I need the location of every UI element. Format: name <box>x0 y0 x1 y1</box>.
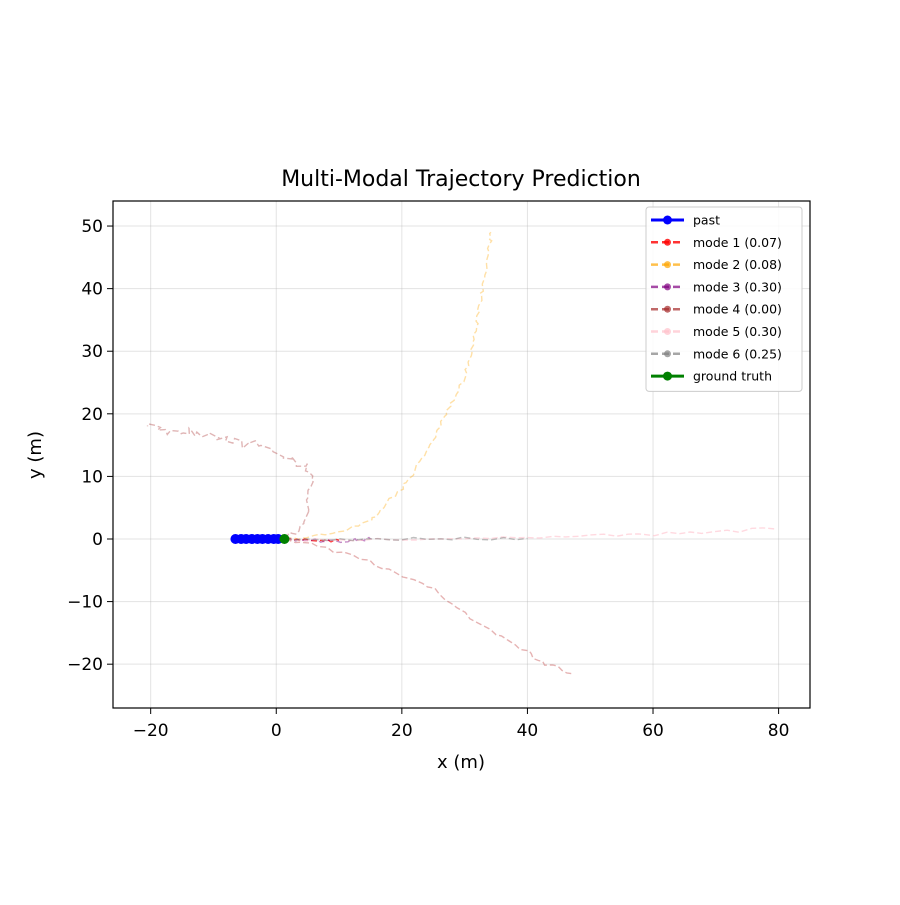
legend-4-label: mode 3 (0.30) <box>693 279 782 294</box>
legend-box <box>645 206 803 392</box>
axes-frame <box>112 200 811 709</box>
legend: past mode 1 (0.07) mode 2 (0.08) mode 3 (0.… <box>645 206 803 392</box>
axes: −20 0 20 40 60 80 −20 −10 0 10 20 30 40 50 <box>67 200 811 741</box>
legend-7-marker <box>664 350 671 358</box>
extra-track-1-line <box>285 538 572 675</box>
x-tick-label: 0 <box>271 721 282 741</box>
legend-1-marker <box>663 215 672 225</box>
legend-5-label: mode 4 (0.00) <box>693 302 782 317</box>
x-axis-label: x (m) <box>437 752 485 773</box>
legend-3-marker <box>664 261 671 269</box>
legend-8-marker <box>663 371 672 381</box>
y-tick-label: 10 <box>81 467 103 487</box>
y-tick-label: 50 <box>81 217 103 237</box>
series-ground-point <box>279 534 290 544</box>
chart-title: Multi-Modal Trajectory Prediction <box>281 167 641 192</box>
x-tick-label: −20 <box>133 721 169 741</box>
legend-3-label: mode 2 (0.08) <box>693 257 782 272</box>
x-tick-label: 60 <box>642 721 664 741</box>
x-tick-label: 20 <box>391 721 413 741</box>
legend-8-label: ground truth <box>693 369 772 384</box>
series-mode-2-line <box>285 231 493 541</box>
legend-6-label: mode 5 (0.30) <box>693 324 782 339</box>
legend-1-label: past <box>693 213 720 228</box>
y-tick-label: −20 <box>67 655 103 675</box>
legend-5-marker <box>664 305 671 313</box>
series-mode-4-line <box>146 422 314 540</box>
y-tick-label: 40 <box>81 280 103 300</box>
plot-area <box>146 231 776 675</box>
legend-7-label: mode 6 (0.25) <box>693 346 782 361</box>
x-tick-label: 80 <box>768 721 790 741</box>
legend-6-marker <box>664 328 671 335</box>
legend-2-label: mode 1 (0.07) <box>693 235 782 250</box>
series-mode-6-line <box>285 536 528 542</box>
y-axis-label: y (m) <box>25 431 46 479</box>
grid-layer <box>113 201 810 708</box>
series-mode-5-line <box>285 527 776 542</box>
series-mode-1-line <box>285 538 340 543</box>
x-tick-label: 40 <box>517 721 539 741</box>
y-tick-label: 30 <box>81 342 103 362</box>
y-tick-label: 20 <box>81 405 103 425</box>
y-tick-label: 0 <box>92 530 103 550</box>
legend-2-marker <box>664 238 671 246</box>
legend-4-marker <box>664 283 671 291</box>
y-tick-label: −10 <box>67 593 103 613</box>
